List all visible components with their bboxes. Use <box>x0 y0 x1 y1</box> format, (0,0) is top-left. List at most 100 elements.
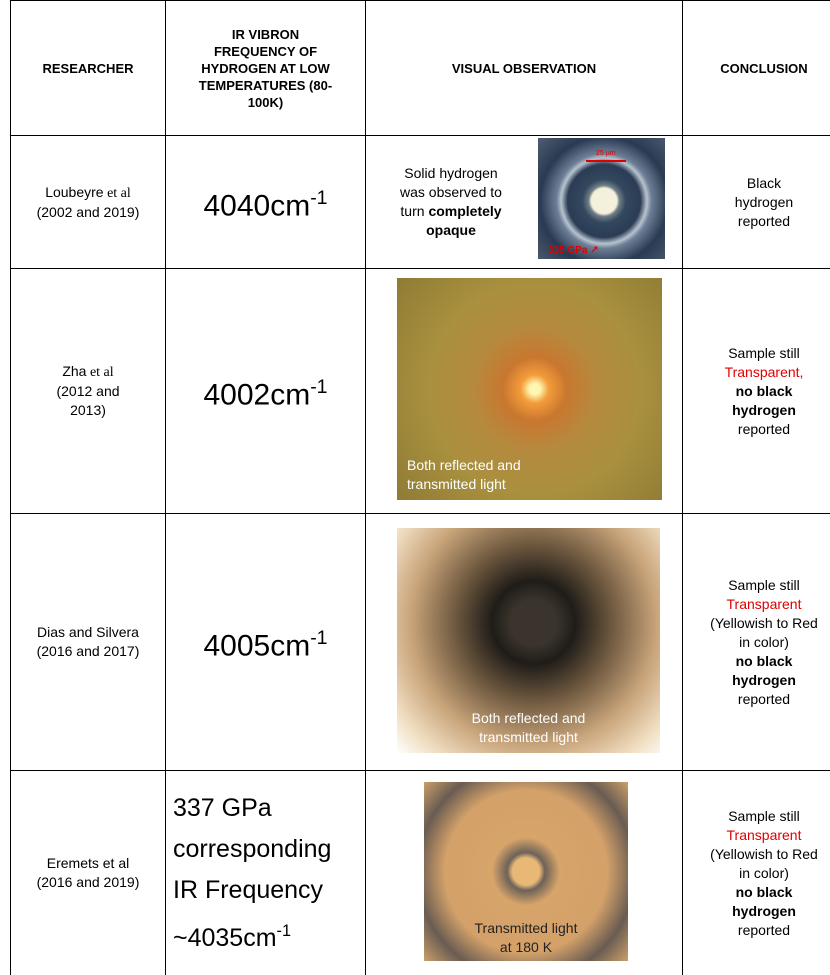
researcher-run: 2013) <box>70 402 106 418</box>
caption: Transmitted light at 180 K <box>424 919 628 957</box>
conclusion-line: Sample still <box>728 807 800 826</box>
researcher-line: Eremets et al <box>47 854 129 873</box>
researcher-run: (2016 and 2017) <box>36 643 140 659</box>
conclusion-line: Transparent, <box>725 363 804 382</box>
conclusion-line: no black <box>736 652 793 671</box>
frequency-run: 4002cm <box>203 378 311 412</box>
conclusion-run: Sample still <box>728 576 800 593</box>
conclusion-run: reported <box>737 690 791 707</box>
conclusion-line: (Yellowish to Red <box>710 845 818 864</box>
frequency-run: ~4035cm <box>173 923 277 952</box>
observation-run: opaque <box>426 222 476 238</box>
conclusion-cell: Sample still Transparent (Yellowish to Red… <box>682 513 830 770</box>
observation-cell <box>365 268 682 513</box>
conclusion-run: in color) <box>739 864 789 881</box>
researcher-line: Loubeyre et al <box>45 183 131 203</box>
researcher-cell: Loubeyre et al (2002 and 2019) <box>10 135 165 268</box>
conclusion-line: (Yellowish to Red <box>710 614 818 633</box>
conclusion-run: no black <box>735 382 793 399</box>
conclusion-cell: Sample still Transparent, no black hydrogen… <box>682 268 830 513</box>
conclusion-run: Sample still <box>728 807 800 824</box>
header-cell: IR VIBRON FREQUENCY OF HYDROGEN AT LOW T… <box>165 0 365 135</box>
frequency-line: 4040cm-1 <box>203 178 327 227</box>
caption-line: transmitted light <box>407 476 506 492</box>
conclusion-line: reported <box>738 212 790 231</box>
frequency-run: IR Frequency <box>173 875 324 904</box>
caption-line: at 180 K <box>499 939 553 955</box>
conclusion-line: hydrogen <box>732 401 796 420</box>
image-label: 335 GPa ↗ <box>548 245 599 256</box>
researcher-line: Dias and Silvera <box>37 623 139 642</box>
observation-run: Solid hydrogen <box>404 165 498 181</box>
frequency-line: 337 GPa <box>173 788 272 829</box>
researcher-cell: Dias and Silvera (2016 and 2017) <box>10 513 165 770</box>
header-cell: CONCLUSION <box>682 0 830 135</box>
frequency-run: 4005cm <box>203 629 311 663</box>
photo: Transmitted light at 180 K <box>424 782 628 961</box>
conclusion-run: Black <box>746 174 782 191</box>
observation-line: was observed to <box>366 183 536 202</box>
observation-run: completely <box>428 203 502 219</box>
conclusion-run: (Yellowish to Red <box>710 845 818 862</box>
frequency-line: corresponding <box>173 829 331 870</box>
conclusion-run: in color) <box>739 633 789 650</box>
conclusion-run: reported <box>737 921 791 938</box>
conclusion-cell: Sample still Transparent (Yellowish to Red… <box>682 770 830 975</box>
caption-line: transmitted light <box>479 729 578 745</box>
conclusion-run: reported <box>737 212 791 229</box>
researcher-line: Zha et al <box>62 362 113 382</box>
conclusion-line: no black <box>736 883 793 902</box>
caption-line: Both reflected and <box>407 457 521 473</box>
observation-cell <box>365 770 682 975</box>
researcher-run: Loubeyre <box>45 183 104 200</box>
frequency-run: -1 <box>276 921 291 940</box>
image-label: 25 µm <box>596 150 616 157</box>
conclusion-line: hydrogen <box>732 902 796 921</box>
caption: Both reflected and transmitted light <box>397 709 660 747</box>
header-cell: VISUAL OBSERVATION <box>365 0 682 135</box>
observation-line: Solid hydrogen <box>366 164 536 183</box>
frequency-cell: 337 GPa corresponding IR Frequency ~4035cm-… <box>165 770 365 975</box>
conclusion-line: hydrogen <box>735 193 793 212</box>
photo: Both reflected and transmitted light <box>397 278 662 500</box>
frequency-line: IR Frequency <box>173 870 323 911</box>
header-text: CONCLUSION <box>720 60 808 76</box>
researcher-run: (2012 and <box>56 383 120 399</box>
researcher-run: (2002 and 2019) <box>36 203 140 220</box>
conclusion-run: hydrogen <box>734 193 794 210</box>
header-text: RESEARCHER <box>42 60 134 76</box>
conclusion-line: hydrogen <box>732 671 796 690</box>
conclusion-line: in color) <box>739 633 789 652</box>
conclusion-line: Transparent <box>727 826 802 845</box>
researcher-run: (2016 and 2019) <box>36 874 140 890</box>
observation-cell <box>365 513 682 770</box>
conclusion-run: Transparent <box>726 595 802 612</box>
conclusion-line: Sample still <box>728 576 800 595</box>
conclusion-line: in color) <box>739 864 789 883</box>
conclusion-run: Sample still <box>728 344 800 361</box>
frequency-cell: 4002cm-1 <box>165 268 365 513</box>
observation-run: turn <box>400 203 429 219</box>
researcher-run: Dias and Silvera <box>37 624 139 640</box>
researcher-line: (2016 and 2019) <box>37 873 140 892</box>
researcher-line: (2002 and 2019) <box>37 203 140 222</box>
researcher-run: et al <box>103 185 131 201</box>
frequency-run: corresponding <box>173 834 332 863</box>
conclusion-line: Black <box>747 174 781 193</box>
frequency-run: 4040cm <box>203 189 311 223</box>
frequency-line: 4002cm-1 <box>203 367 327 416</box>
conclusion-line: no black <box>736 382 793 401</box>
observation-cell: Solid hydrogen was observed to turn comple… <box>365 135 682 268</box>
observation-text: Solid hydrogen was observed to turn comple… <box>366 164 536 240</box>
researcher-run: Eremets et al <box>46 855 130 871</box>
conclusion-run: hydrogen <box>732 671 796 688</box>
photo: 25 µm 335 GPa ↗ <box>538 138 665 259</box>
header-text: VISUAL OBSERVATION <box>451 60 597 76</box>
frequency-cell: 4005cm-1 <box>165 513 365 770</box>
conclusion-line: Transparent <box>727 595 802 614</box>
header-cell: RESEARCHER <box>10 0 165 135</box>
conclusion-line: reported <box>738 420 790 439</box>
conclusion-run: no black <box>735 883 793 900</box>
caption-line: Both reflected and <box>471 710 586 726</box>
